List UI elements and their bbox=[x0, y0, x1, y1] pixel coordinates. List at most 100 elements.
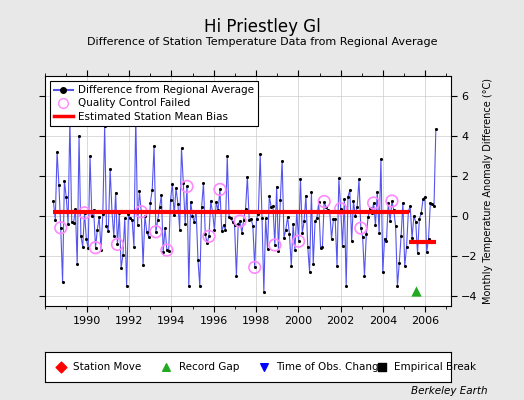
Point bbox=[108, 208, 116, 215]
Point bbox=[157, 192, 166, 198]
Point bbox=[220, 222, 228, 228]
Point bbox=[187, 198, 195, 205]
Text: Berkeley Earth: Berkeley Earth bbox=[411, 386, 487, 396]
Point bbox=[145, 234, 153, 240]
Text: Station Move: Station Move bbox=[73, 362, 141, 372]
Point bbox=[221, 227, 230, 233]
Point bbox=[124, 211, 133, 218]
Point bbox=[347, 238, 356, 244]
Point bbox=[137, 208, 146, 215]
Point bbox=[399, 200, 407, 206]
Point bbox=[336, 206, 345, 212]
Point bbox=[426, 200, 434, 206]
Point bbox=[388, 198, 396, 204]
Point bbox=[190, 219, 199, 226]
Point bbox=[358, 234, 367, 240]
Point bbox=[115, 210, 124, 216]
Point bbox=[274, 248, 282, 254]
Point bbox=[415, 216, 423, 222]
Point bbox=[424, 236, 433, 242]
Point bbox=[411, 218, 420, 225]
Point bbox=[113, 241, 122, 248]
Point bbox=[195, 283, 204, 289]
Point bbox=[209, 209, 217, 216]
Point bbox=[377, 364, 386, 370]
Point bbox=[350, 198, 358, 204]
Point bbox=[60, 178, 69, 184]
Point bbox=[422, 249, 431, 255]
Point bbox=[88, 213, 96, 219]
Point bbox=[216, 186, 224, 193]
Point bbox=[93, 226, 102, 233]
Point bbox=[73, 261, 81, 267]
Point bbox=[91, 244, 100, 251]
Point bbox=[64, 220, 72, 227]
Point bbox=[161, 225, 169, 231]
Point bbox=[201, 231, 210, 238]
Point bbox=[265, 193, 274, 199]
Point bbox=[311, 218, 319, 224]
Point bbox=[324, 207, 332, 214]
Point bbox=[270, 242, 279, 248]
Point bbox=[172, 185, 180, 191]
Point bbox=[339, 242, 347, 249]
Point bbox=[148, 186, 157, 193]
Point bbox=[344, 193, 352, 200]
Point bbox=[291, 247, 299, 253]
Point bbox=[369, 200, 378, 206]
Point bbox=[378, 269, 387, 275]
Point bbox=[188, 213, 196, 220]
Point bbox=[289, 221, 297, 227]
Point bbox=[166, 197, 174, 203]
Point bbox=[357, 225, 365, 231]
Point bbox=[121, 215, 129, 221]
Point bbox=[57, 225, 65, 231]
Point bbox=[110, 233, 118, 240]
Point bbox=[384, 200, 392, 206]
Point bbox=[126, 215, 135, 221]
Point bbox=[77, 233, 85, 239]
Point bbox=[281, 226, 290, 233]
Point bbox=[278, 158, 286, 164]
Point bbox=[232, 273, 241, 279]
Point bbox=[316, 244, 325, 251]
Point bbox=[165, 248, 173, 254]
Text: Hi Priestley Gl: Hi Priestley Gl bbox=[204, 18, 320, 36]
Point bbox=[119, 252, 127, 258]
Point bbox=[199, 180, 208, 186]
Point bbox=[162, 247, 171, 253]
Point bbox=[395, 260, 403, 266]
Text: Difference of Station Temperature Data from Regional Average: Difference of Station Temperature Data f… bbox=[87, 37, 437, 47]
Point bbox=[285, 231, 293, 238]
Point bbox=[57, 364, 65, 370]
Point bbox=[227, 215, 235, 221]
Point bbox=[139, 262, 147, 268]
Point bbox=[253, 216, 261, 222]
Point bbox=[361, 273, 369, 279]
Point bbox=[340, 196, 348, 202]
Point bbox=[112, 190, 120, 196]
Point bbox=[329, 216, 337, 223]
Point bbox=[90, 206, 98, 213]
Point bbox=[53, 149, 61, 155]
Point bbox=[151, 228, 160, 235]
Point bbox=[154, 217, 162, 223]
Point bbox=[234, 221, 243, 227]
Point bbox=[84, 245, 92, 251]
Point bbox=[128, 217, 136, 223]
Point bbox=[102, 223, 111, 230]
Point bbox=[141, 212, 149, 219]
Point bbox=[302, 192, 310, 199]
Point bbox=[236, 218, 244, 224]
Point bbox=[80, 210, 89, 216]
Point bbox=[113, 241, 122, 248]
Point bbox=[71, 206, 80, 212]
Point bbox=[269, 203, 277, 209]
Point bbox=[400, 263, 409, 269]
Point bbox=[104, 228, 113, 234]
Point bbox=[225, 214, 233, 221]
Point bbox=[168, 180, 177, 187]
Point bbox=[372, 222, 380, 228]
Legend: Difference from Regional Average, Quality Control Failed, Estimated Station Mean: Difference from Regional Average, Qualit… bbox=[50, 81, 258, 126]
Point bbox=[263, 246, 271, 252]
